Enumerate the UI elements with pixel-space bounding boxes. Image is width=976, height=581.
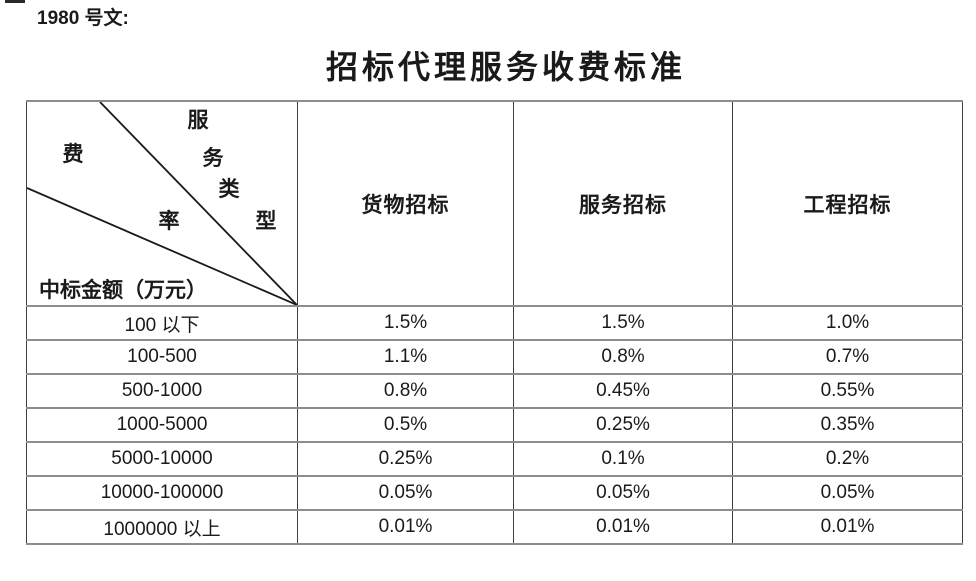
amount-range-cell: 500-1000 bbox=[26, 373, 298, 409]
rate-cell: 0.25% bbox=[513, 407, 733, 443]
amount-range-cell: 100 以下 bbox=[26, 305, 298, 341]
rate-cell: 0.8% bbox=[297, 373, 514, 409]
rate-cell: 0.45% bbox=[513, 373, 733, 409]
column-header-works: 工程招标 bbox=[732, 100, 963, 307]
table-corner-cell: 服 务 类 型 费 率 中标金额（万元） bbox=[26, 100, 298, 307]
rate-cell: 0.55% bbox=[732, 373, 963, 409]
corner-col-axis-char: 类 bbox=[218, 177, 240, 201]
rate-cell: 1.1% bbox=[297, 339, 514, 375]
corner-row-axis-label: 中标金额（万元） bbox=[39, 278, 207, 302]
fee-standard-table: 服 务 类 型 费 率 中标金额（万元） 货物招标 服务招标 工程招标 100 … bbox=[26, 100, 963, 545]
rate-cell: 1.0% bbox=[732, 305, 963, 341]
table-row: 10000-100000 0.05% 0.05% 0.05% bbox=[26, 475, 963, 511]
amount-range-cell: 5000-10000 bbox=[26, 441, 298, 477]
amount-range-cell: 100-500 bbox=[26, 339, 298, 375]
scan-edge-artifact bbox=[5, 0, 25, 3]
table-row: 1000-5000 0.5% 0.25% 0.35% bbox=[26, 407, 963, 443]
amount-range-cell: 1000-5000 bbox=[26, 407, 298, 443]
table-row: 100 以下 1.5% 1.5% 1.0% bbox=[26, 305, 963, 341]
rate-cell: 0.35% bbox=[732, 407, 963, 443]
rate-cell: 0.01% bbox=[513, 509, 733, 545]
rate-cell: 0.1% bbox=[513, 441, 733, 477]
amount-range-cell: 10000-100000 bbox=[26, 475, 298, 511]
table-row: 500-1000 0.8% 0.45% 0.55% bbox=[26, 373, 963, 409]
corner-value-axis-char: 率 bbox=[158, 209, 180, 233]
corner-col-axis-char: 服 bbox=[187, 108, 209, 132]
rate-cell: 0.05% bbox=[732, 475, 963, 511]
corner-value-axis-char: 费 bbox=[62, 142, 84, 166]
corner-col-axis-char: 型 bbox=[255, 209, 277, 233]
column-header-goods: 货物招标 bbox=[297, 100, 514, 307]
table-row: 100-500 1.1% 0.8% 0.7% bbox=[26, 339, 963, 375]
diagonal-divider-lines bbox=[27, 103, 297, 304]
table-header-row: 服 务 类 型 费 率 中标金额（万元） 货物招标 服务招标 工程招标 bbox=[26, 100, 963, 307]
rate-cell: 0.2% bbox=[732, 441, 963, 477]
rate-cell: 0.7% bbox=[732, 339, 963, 375]
amount-range-cell: 1000000 以上 bbox=[26, 509, 298, 545]
table-row: 1000000 以上 0.01% 0.01% 0.01% bbox=[26, 509, 963, 545]
rate-cell: 1.5% bbox=[297, 305, 514, 341]
corner-col-axis-char: 务 bbox=[202, 146, 224, 170]
rate-cell: 0.05% bbox=[297, 475, 514, 511]
column-header-services: 服务招标 bbox=[513, 100, 733, 307]
rate-cell: 0.8% bbox=[513, 339, 733, 375]
rate-cell: 1.5% bbox=[513, 305, 733, 341]
rate-cell: 0.01% bbox=[732, 509, 963, 545]
rate-cell: 0.05% bbox=[513, 475, 733, 511]
table-row: 5000-10000 0.25% 0.1% 0.2% bbox=[26, 441, 963, 477]
rate-cell: 0.5% bbox=[297, 407, 514, 443]
rate-cell: 0.01% bbox=[297, 509, 514, 545]
rate-cell: 0.25% bbox=[297, 441, 514, 477]
doc-number: 1980 号文: bbox=[37, 8, 129, 29]
page-title: 招标代理服务收费标准 bbox=[325, 49, 686, 85]
